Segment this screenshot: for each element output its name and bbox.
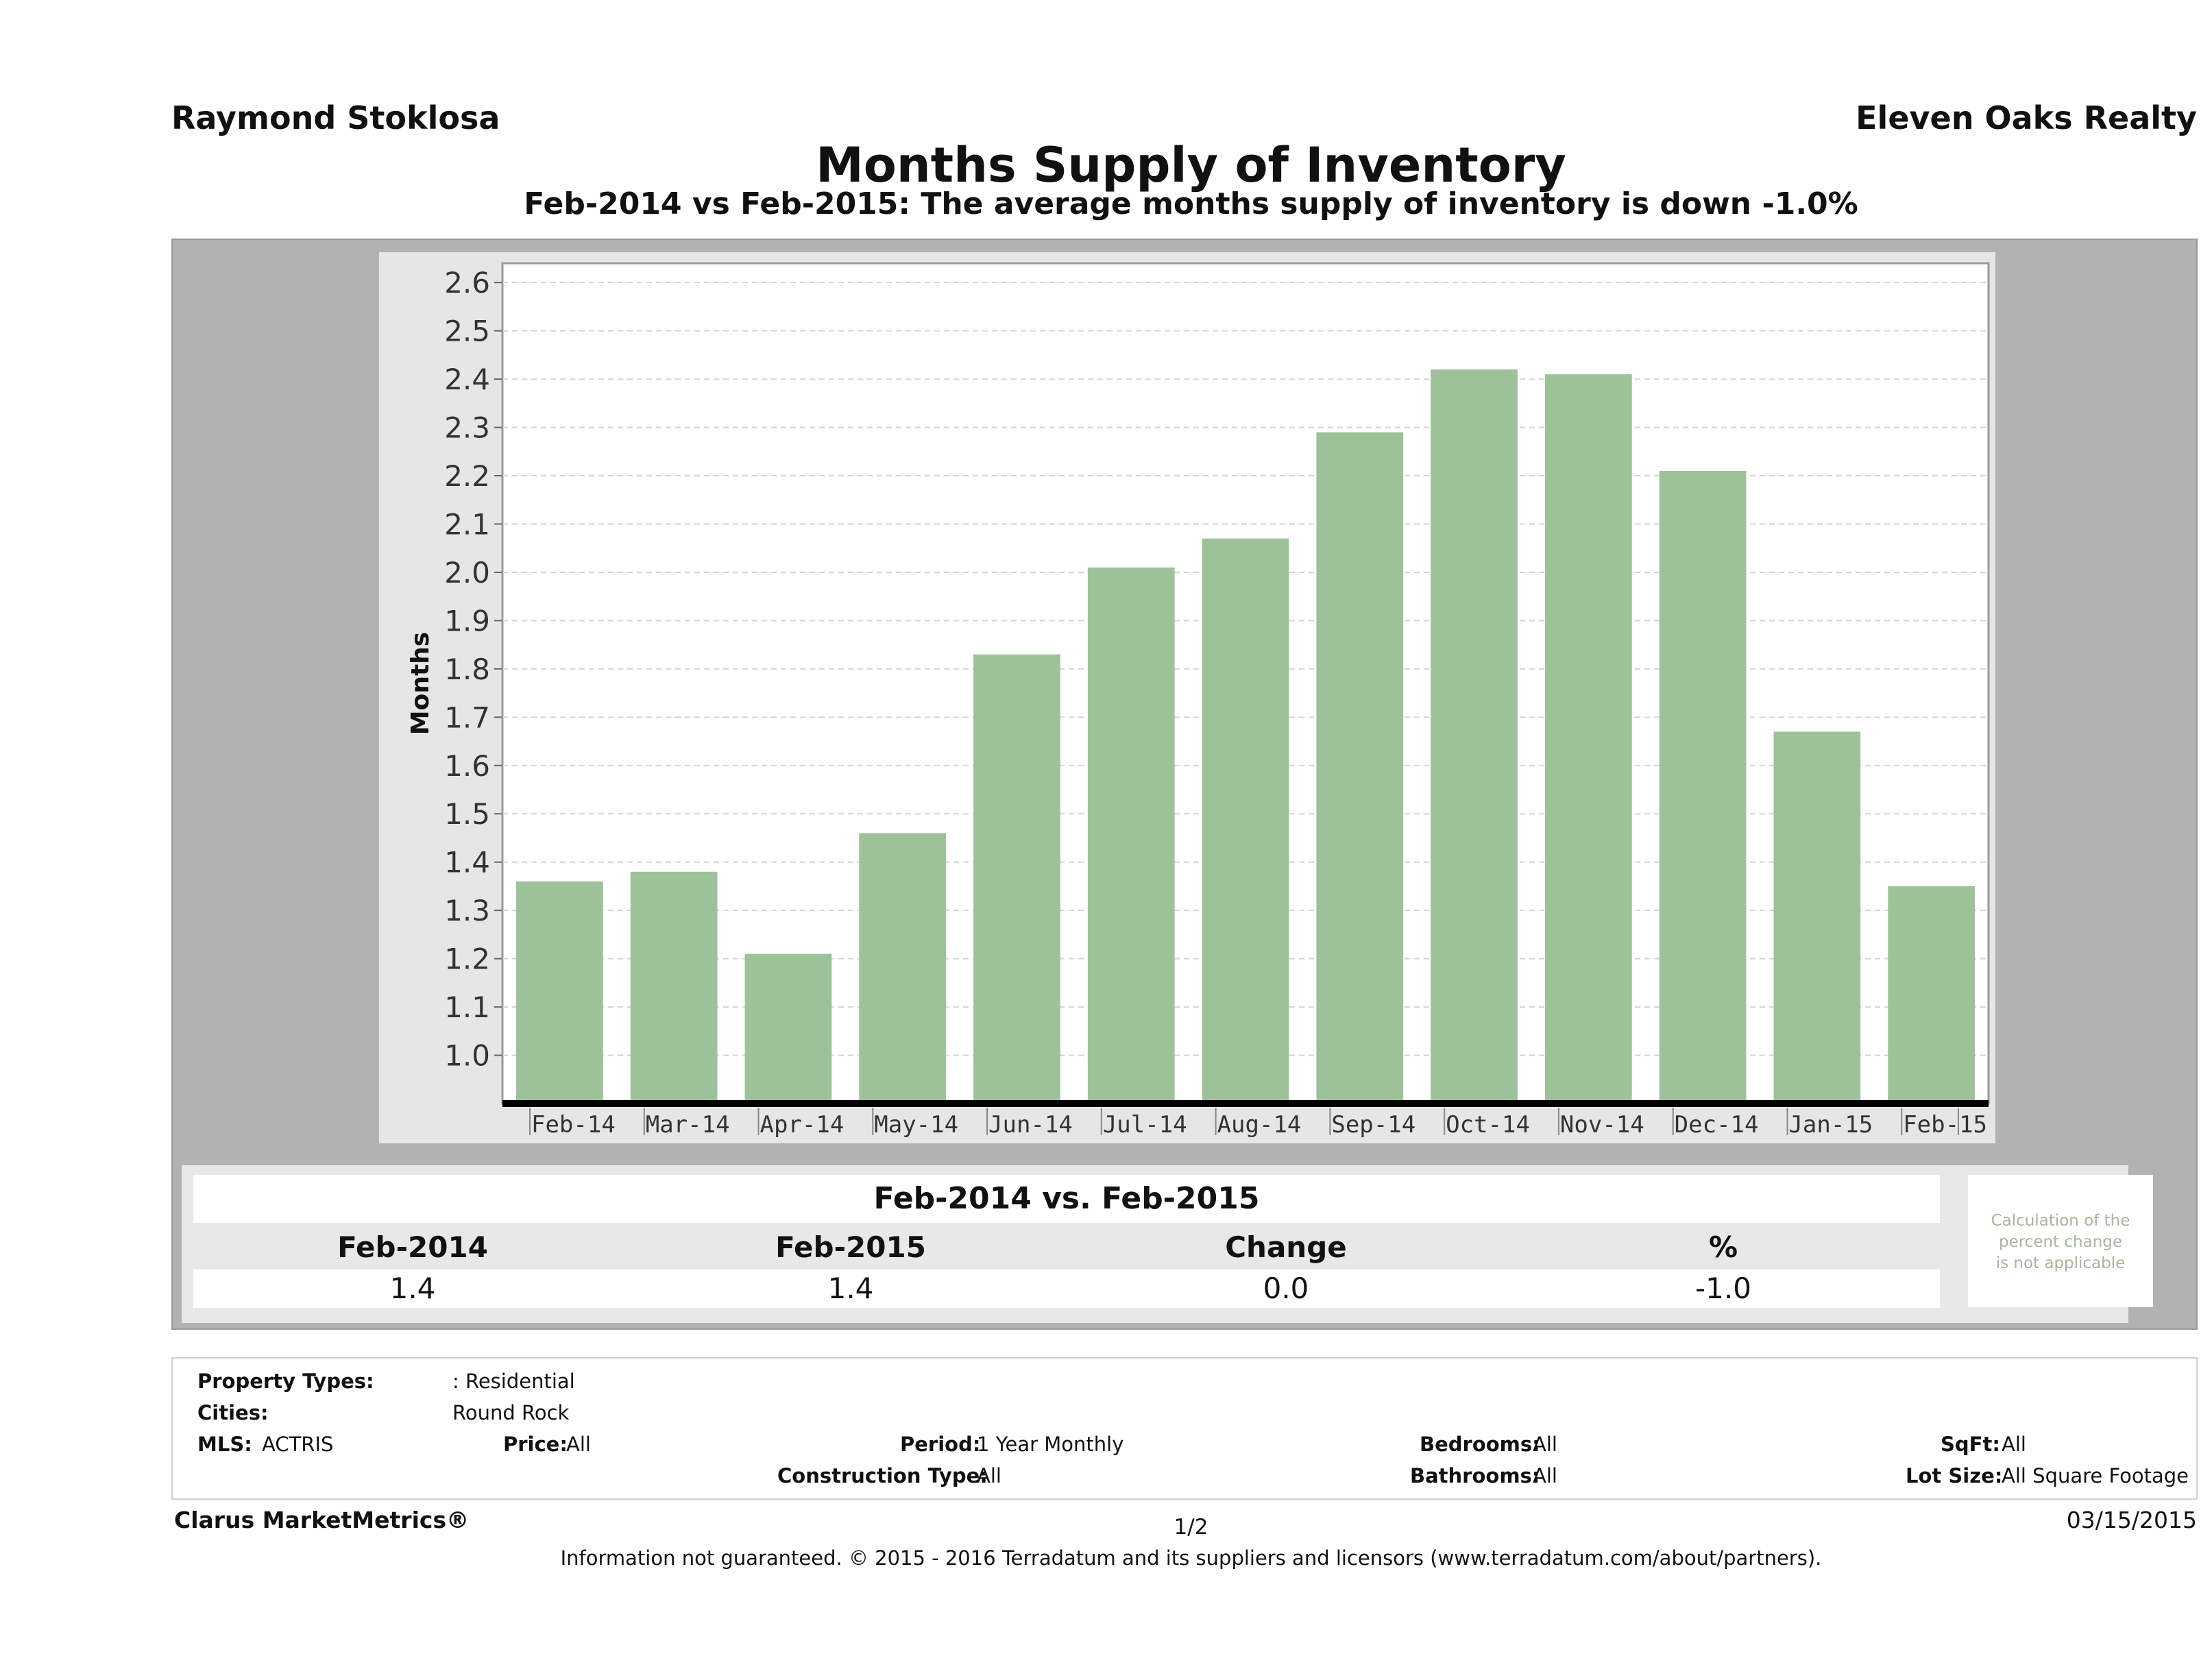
y-tick-label: 1.1 [444,990,490,1024]
period-value: 1 Year Monthly [977,1433,1124,1456]
bar [744,953,832,1104]
y-tick-label: 2.5 [444,315,490,348]
report-date: 03/15/2015 [2066,1507,2197,1533]
y-tick-label: 2.6 [444,266,490,300]
bathrooms-value: All [1533,1464,1557,1487]
x-tick-label: Apr-14 [760,1111,844,1139]
summary-value-feb2015: 1.4 [827,1272,874,1305]
note-line: Calculation of the [1991,1212,2130,1230]
brand-footer: Clarus MarketMetrics® [174,1507,470,1533]
y-tick-label: 1.0 [444,1039,490,1073]
bar [1773,731,1861,1104]
summary-header-feb2014: Feb-2014 [337,1230,488,1264]
y-tick-label: 2.3 [444,411,490,445]
summary-title: Feb-2014 vs. Feb-2015 [193,1175,1940,1223]
bar [1087,567,1175,1104]
x-tick-label: Feb-15 [1903,1111,1987,1139]
y-tick-label: 1.7 [444,701,490,734]
x-tick-label: Feb-14 [531,1111,616,1139]
mls-value: ACTRIS [262,1433,334,1456]
y-tick-label: 2.1 [444,507,490,541]
period-label: Period: [900,1433,981,1456]
bar [1431,369,1518,1104]
page-number: 1/2 [1174,1515,1208,1540]
bar [1544,374,1632,1104]
percent-change-note: Calculation of the percent change is not… [1968,1211,2153,1274]
cities-value: Round Rock [452,1401,570,1424]
x-tick-label: Sep-14 [1331,1111,1415,1139]
sqft-label: SqFt: [1941,1433,2000,1456]
company-name: Eleven Oaks Realty [1856,99,2197,136]
summary-value-feb2014: 1.4 [389,1272,436,1305]
bar-chart: 1.0 1.1 1.2 1.3 1.4 1.5 1.6 1.7 1.8 1.9 2.0 2.1 2.2 2… [406,262,1990,1139]
bar [516,881,603,1104]
note-box [1968,1175,2153,1307]
bar [1316,432,1404,1104]
bathrooms-label: Bathrooms: [1410,1464,1540,1487]
summary-header-feb2015: Feb-2015 [775,1230,926,1264]
x-tick-label: Jun-14 [988,1111,1073,1139]
lot-size-label: Lot Size: [1906,1464,2003,1487]
y-tick-label: 1.9 [444,604,490,637]
bedrooms-value: All [1533,1433,1557,1456]
bar [859,833,947,1104]
sqft-value: All [2002,1433,2026,1456]
price-value: All [566,1433,591,1456]
x-tick-label: Dec-14 [1675,1111,1759,1139]
note-line: percent change [1998,1233,2123,1251]
x-tick-label: Jul-14 [1103,1111,1187,1139]
bar [1659,470,1747,1104]
bar [1202,538,1289,1104]
x-tick-label: Oct-14 [1446,1111,1530,1139]
summary-header-change: Change [1225,1230,1347,1264]
property-types-label: Property Types: [197,1370,374,1393]
bar [630,871,718,1104]
y-tick-label: 1.6 [444,749,490,783]
y-tick-label: 2.0 [444,556,490,589]
property-types-value: : Residential [452,1370,575,1393]
summary-value-change: 0.0 [1263,1272,1309,1305]
x-tick-label: Aug-14 [1217,1111,1302,1139]
summary-values-row [193,1269,1940,1308]
x-tick-label: Nov-14 [1560,1111,1644,1139]
cities-label: Cities: [197,1401,269,1424]
bar [973,654,1060,1104]
y-tick-label: 1.3 [444,894,490,927]
lot-size-value: All Square Footage [2002,1464,2189,1487]
search-criteria [171,1357,2198,1500]
construction-type-label: Construction Type: [777,1464,988,1487]
note-line: is not applicable [1995,1254,2126,1272]
report-title: Months Supply of Inventory [816,137,1566,193]
agent-name: Raymond Stoklosa [171,99,500,136]
x-tick-label: Mar-14 [646,1111,730,1139]
summary-header-percent: % [1708,1230,1738,1264]
y-tick-label: 2.2 [444,459,490,493]
chart-panel: 1.0 1.1 1.2 1.3 1.4 1.5 1.6 1.7 1.8 1.9 2.0 2.1 2.2 2… [379,252,1995,1143]
disclaimer: Information not guaranteed. © 2015 - 201… [560,1546,1822,1570]
x-tick-label: Jan-15 [1788,1111,1873,1139]
y-tick-label: 2.4 [444,363,490,396]
price-label: Price: [503,1433,568,1456]
mls-label: MLS: [197,1433,252,1456]
y-tick-label: 1.2 [444,943,490,976]
construction-type-value: All [977,1464,1001,1487]
report-subtitle: Feb-2014 vs Feb-2015: The average months… [524,186,1858,221]
x-tick-label: May-14 [874,1111,958,1139]
y-tick-label: 1.5 [444,797,490,831]
bedrooms-label: Bedrooms: [1420,1433,1540,1456]
bar [1888,886,1975,1104]
y-axis-label: Months [406,632,435,735]
y-tick-label: 1.4 [444,846,490,879]
y-tick-label: 1.8 [444,653,490,686]
summary-value-percent: -1.0 [1695,1272,1751,1305]
